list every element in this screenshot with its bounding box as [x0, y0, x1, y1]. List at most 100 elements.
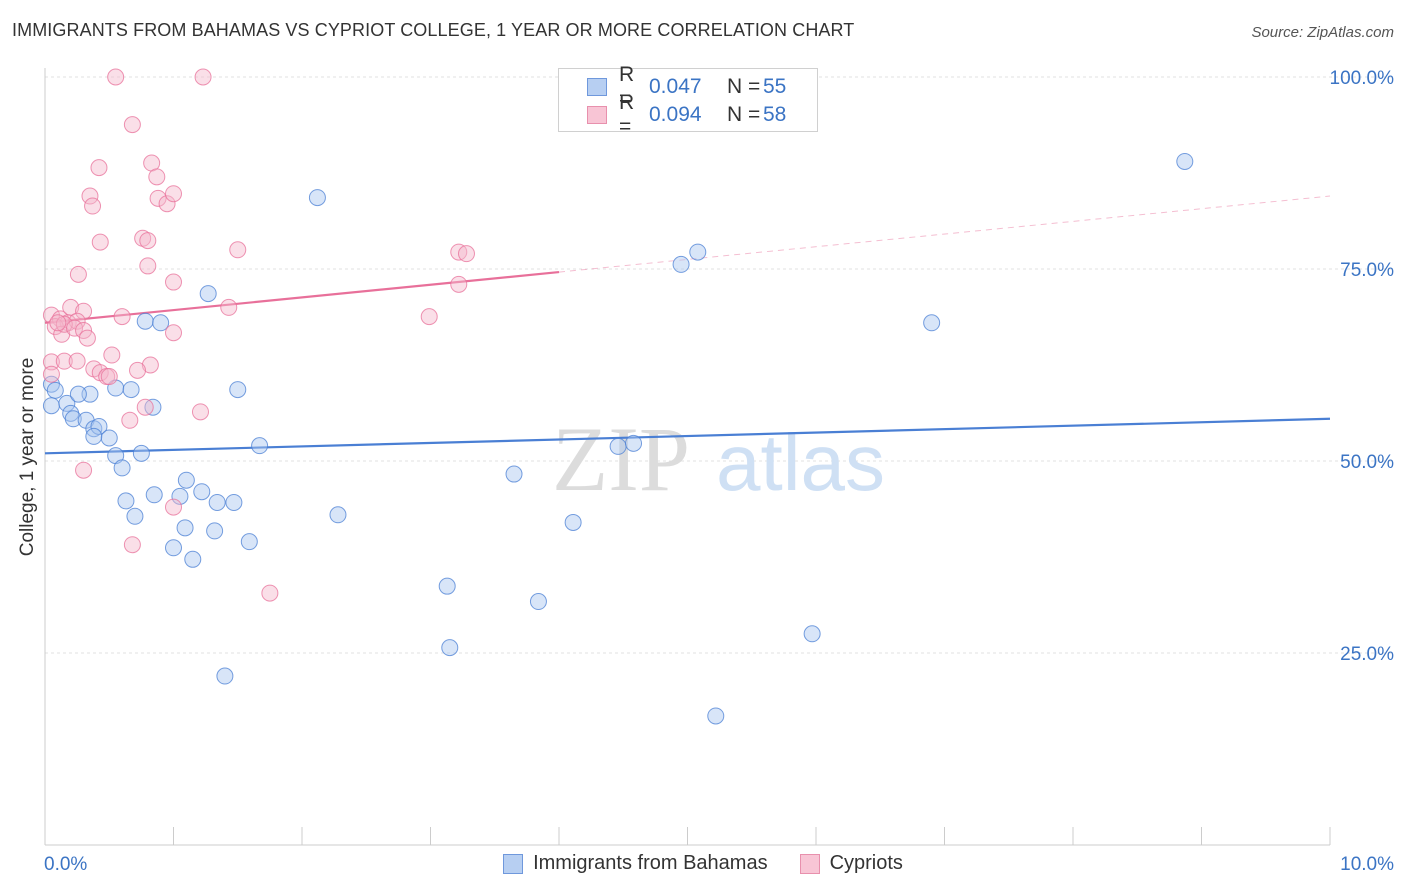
axes: [44, 68, 1331, 846]
legend-n-value: 58: [763, 103, 787, 126]
bahamas-point: [438, 577, 456, 595]
cypriots-point: [123, 116, 141, 134]
cypriots-point: [78, 329, 96, 347]
cypriots-point: [55, 352, 73, 370]
cypriots-point: [191, 403, 209, 421]
bahamas-point: [177, 471, 195, 489]
cypriots-point: [220, 298, 238, 316]
cypriots-point: [450, 275, 468, 293]
cypriots-point: [42, 353, 60, 371]
bahamas-point: [69, 385, 87, 403]
cypriots-point: [136, 398, 154, 416]
legend-swatch-blue: [587, 78, 607, 96]
bahamas-point: [564, 513, 582, 531]
trend-line-extension: [558, 195, 1331, 273]
bahamas-point: [529, 593, 547, 611]
bahamas-point: [625, 434, 643, 452]
bahamas-point: [176, 519, 194, 537]
bahamas-point: [136, 312, 154, 330]
series-swatch-blue: [503, 853, 524, 874]
series-legend-label: Immigrants from Bahamas: [533, 852, 768, 874]
stats-legend: R = 0.047 N = 55 R = 0.094 N = 58: [558, 63, 818, 138]
bahamas-point: [1176, 152, 1194, 170]
series-points: [42, 68, 1194, 725]
bahamas-point: [145, 486, 163, 504]
tick-labels: 25.0% 50.0% 75.0% 100.0% 0.0% 10.0%: [44, 68, 1394, 875]
y-tick-label: 25.0%: [1340, 644, 1394, 665]
cypriots-point: [113, 308, 131, 326]
legend-r-label: R =: [619, 63, 635, 110]
bahamas-point: [803, 625, 821, 643]
cypriots-point: [75, 302, 93, 320]
cypriots-point: [165, 273, 182, 291]
cypriots-point: [123, 536, 141, 554]
cypriots-point: [165, 498, 182, 516]
cypriots-point: [121, 411, 139, 429]
trend-line: [44, 270, 560, 324]
cypriots-point: [75, 461, 93, 479]
bahamas-point: [689, 243, 707, 261]
bahamas-point: [126, 507, 144, 525]
bahamas-point: [42, 397, 60, 415]
bahamas-point: [193, 483, 211, 501]
bahamas-point: [208, 493, 226, 511]
cypriots-point: [107, 68, 125, 86]
bahamas-point: [171, 487, 189, 505]
cypriots-point: [49, 314, 67, 332]
y-tick-label: 75.0%: [1340, 260, 1394, 281]
cypriots-point: [103, 346, 121, 364]
y-axis-label: College, 1 year or more: [17, 357, 38, 557]
bahamas-point: [225, 493, 243, 511]
cypriots-point: [420, 308, 438, 326]
cypriots-point: [139, 232, 157, 250]
x-tick-label: 10.0%: [1340, 854, 1394, 875]
bahamas-point: [441, 639, 459, 657]
bahamas-point: [122, 381, 140, 399]
bahamas-point: [707, 707, 725, 725]
series-legend-cypriots[interactable]: Cypriots: [799, 852, 903, 875]
trend-lines: [44, 195, 1331, 455]
bahamas-point: [216, 667, 234, 685]
cypriots-point: [91, 233, 109, 251]
bahamas-point: [113, 459, 131, 477]
cypriots-point: [84, 197, 102, 215]
bahamas-point: [152, 314, 170, 332]
cypriots-point: [129, 361, 147, 379]
chart-title: IMMIGRANTS FROM BAHAMAS VS CYPRIOT COLLE…: [12, 20, 855, 40]
bahamas-point: [609, 437, 627, 455]
bahamas-point: [329, 506, 347, 524]
cypriots-point: [149, 189, 167, 207]
legend-row-cypriots: R = 0.094 N = 58: [559, 91, 787, 138]
cypriots-point: [68, 352, 86, 370]
bahamas-point: [184, 550, 202, 568]
bahamas-point: [58, 394, 76, 412]
cypriots-point: [165, 324, 182, 342]
bahamas-point: [117, 492, 135, 510]
legend-r-value: 0.094: [649, 103, 702, 126]
legend-n-label: N =: [727, 75, 761, 98]
cypriots-point: [229, 241, 247, 259]
bahamas-point: [85, 427, 103, 445]
bahamas-point: [46, 381, 64, 399]
bahamas-point: [206, 522, 224, 540]
cypriots-point: [261, 584, 279, 602]
bahamas-point: [132, 444, 150, 462]
series-legend-bahamas[interactable]: Immigrants from Bahamas: [503, 852, 768, 875]
bahamas-point: [90, 417, 108, 435]
watermark-zip: ZIP: [552, 408, 690, 510]
cypriots-point: [141, 356, 159, 374]
cypriots-point: [148, 168, 166, 186]
bahamas-point: [165, 539, 182, 557]
bahamas-point: [240, 533, 258, 551]
y-tick-label: 100.0%: [1330, 68, 1395, 89]
cypriots-point: [81, 187, 99, 205]
bahamas-point: [229, 381, 247, 399]
series-legend: Immigrants from Bahamas Cypriots: [0, 852, 1406, 875]
x-tick-label: 0.0%: [44, 854, 87, 875]
series-legend-label: Cypriots: [829, 852, 903, 874]
bahamas-point: [251, 437, 269, 455]
watermark: ZIP atlas: [552, 408, 885, 510]
legend-r-value: 0.047: [649, 75, 702, 98]
cypriots-point: [100, 368, 118, 386]
